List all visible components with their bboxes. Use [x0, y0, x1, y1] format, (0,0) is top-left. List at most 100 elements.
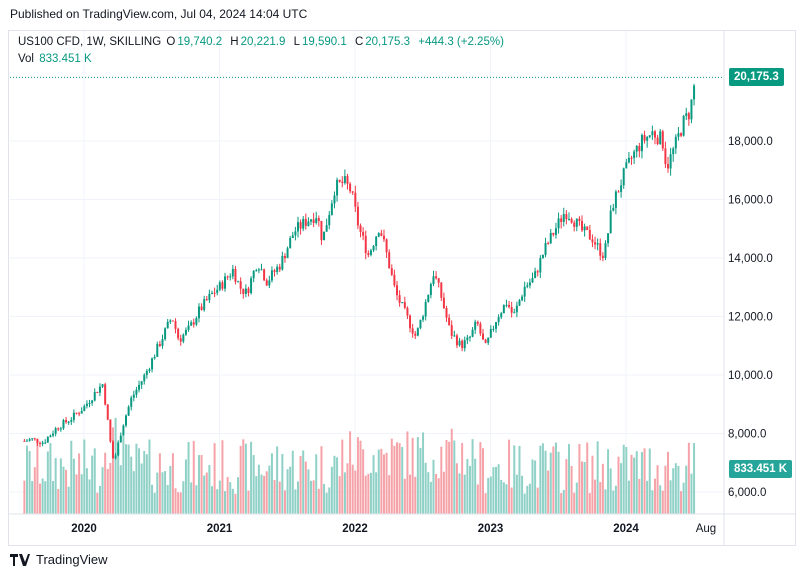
candle-body — [625, 162, 628, 169]
volume-bar — [497, 464, 500, 514]
candle-body — [192, 322, 195, 325]
volume-bar — [489, 476, 492, 514]
footer-brand[interactable]: TradingView — [10, 552, 108, 567]
volume-bar — [148, 439, 151, 514]
volume-bar — [396, 442, 399, 514]
candle-body — [333, 195, 336, 204]
candle-body — [453, 335, 456, 337]
candle-body — [190, 322, 193, 326]
volume-bar — [502, 482, 505, 514]
volume-bar — [557, 451, 560, 514]
candle-body — [450, 325, 453, 336]
price-tick-label: 10,000.0 — [728, 370, 773, 382]
volume-bar — [54, 458, 57, 514]
volume-bar — [422, 432, 425, 514]
candle-body — [687, 113, 690, 120]
candle-body — [140, 381, 143, 385]
candle-body — [560, 218, 563, 222]
candle-body — [547, 242, 550, 244]
volume-bar — [125, 444, 128, 514]
candle-body — [487, 337, 490, 343]
candle-body — [195, 318, 198, 325]
candle-body — [229, 276, 232, 278]
brand-label: TradingView — [36, 552, 108, 567]
candle-body — [52, 433, 55, 436]
volume-bar — [364, 475, 367, 514]
candle-body — [200, 306, 203, 310]
volume-bar — [106, 468, 109, 514]
price-tick-label: 14,000.0 — [728, 253, 773, 265]
candle-body — [411, 328, 414, 334]
candle-body — [46, 437, 49, 443]
volume-bar — [505, 484, 508, 514]
volume-bar — [237, 477, 240, 514]
volume-bar — [255, 476, 258, 514]
candle-body — [255, 270, 258, 272]
volume-bar — [669, 480, 672, 514]
candle-body — [596, 243, 599, 245]
close-label: C — [354, 36, 364, 48]
ohlc-legend: US100 CFD, 1W, SKILLING O 19,740.2 H 20,22… — [18, 36, 509, 48]
candle-body — [633, 151, 636, 159]
candle-body — [414, 333, 417, 336]
candle-body — [221, 282, 224, 289]
volume-bar — [184, 459, 187, 514]
candle-body — [62, 420, 65, 429]
candle-body — [208, 293, 211, 301]
volume-bar — [187, 441, 190, 514]
volume-bar — [328, 487, 331, 514]
candle-body — [463, 340, 466, 349]
volume-bar — [682, 482, 685, 514]
candle-body — [85, 403, 88, 407]
candle-body — [182, 334, 185, 342]
candle-body — [153, 356, 156, 359]
candle-body — [646, 137, 649, 141]
volume-bar — [375, 472, 378, 514]
candle-body — [591, 239, 594, 243]
candle-body — [75, 412, 78, 414]
candle-body — [471, 329, 474, 337]
candle-body — [98, 386, 101, 393]
volume-bar — [604, 489, 607, 514]
time-tick-label: 2022 — [342, 523, 368, 535]
volume-bar — [651, 490, 654, 514]
volume-bar — [468, 465, 471, 514]
volume-bar — [109, 463, 112, 514]
volume-bar — [346, 463, 349, 514]
volume-bar — [591, 455, 594, 514]
candle-body — [393, 274, 396, 286]
volume-bar — [75, 474, 78, 514]
volume-bar — [534, 460, 537, 514]
volume-bar — [518, 445, 521, 514]
candle-body — [653, 131, 656, 138]
candle-body — [330, 203, 333, 215]
volume-bar — [138, 448, 141, 514]
volume-bar — [573, 492, 576, 514]
candle-body — [296, 222, 299, 232]
candle-body — [578, 218, 581, 221]
candle-body — [310, 219, 313, 222]
volume-bar — [132, 471, 135, 514]
candle-body — [385, 239, 388, 253]
volume-bar — [455, 463, 458, 514]
candle-body — [382, 235, 385, 240]
volume-bar — [289, 466, 292, 514]
candle-body — [502, 305, 505, 314]
volume-bar — [299, 456, 302, 514]
candle-body — [78, 413, 81, 415]
candle-body — [213, 292, 216, 294]
volume-bar — [575, 482, 578, 514]
volume-bar — [458, 473, 461, 514]
volume-bar — [390, 438, 393, 514]
candle-body — [226, 276, 229, 278]
candle-body — [669, 154, 672, 169]
volume-bar — [91, 455, 94, 514]
volume-bar — [653, 478, 656, 514]
volume-bar — [247, 490, 250, 514]
candle-body — [44, 442, 47, 444]
candle-body — [484, 339, 487, 343]
volume-bar — [67, 486, 70, 514]
candle-body — [164, 328, 167, 340]
candle-body — [307, 221, 310, 226]
